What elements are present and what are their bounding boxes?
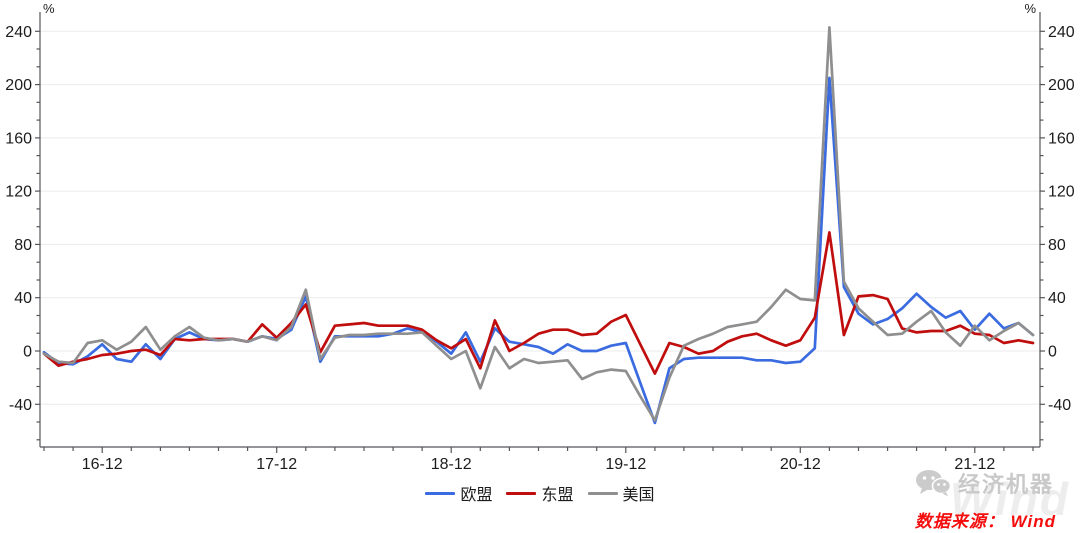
series-line-eu	[42, 76, 1035, 425]
x-axis-tick-label: 17-12	[256, 456, 297, 473]
us-line-swatch	[587, 491, 618, 495]
y-axis-tick-label-right: 80	[1048, 237, 1066, 254]
y-axis-tick-label-left: 240	[5, 24, 32, 41]
legend-item-asean: 东盟	[506, 481, 574, 505]
y-axis-tick-label-right: 40	[1048, 290, 1066, 307]
y-axis-tick-label-left: 0	[23, 344, 32, 361]
x-axis-tick-label: 18-12	[431, 456, 472, 473]
asean-line-swatch	[506, 491, 537, 495]
y-axis-tick-label-right: -40	[1048, 397, 1071, 414]
legend-item-us: 美国	[587, 481, 655, 505]
y-axis-tick-label-left: 120	[5, 184, 32, 201]
y-axis-tick-label-left: 40	[14, 290, 32, 307]
series-line-us	[42, 25, 1035, 422]
wechat-account-watermark: 经济机器	[915, 467, 1054, 499]
y-axis-tick-label-right: 160	[1048, 130, 1075, 147]
x-axis-tick-label: 19-12	[605, 456, 646, 473]
y-axis-tick-label-left: 200	[5, 77, 32, 94]
eu-line-swatch	[425, 491, 456, 495]
wind-background-watermark: Wind	[950, 473, 1070, 525]
line-chart: -40 -40 0 0 40 40 80 80 120 120 160 160 200 200 240 240…	[5, 1, 1075, 473]
y-axis-tick-label-right: 240	[1048, 24, 1075, 41]
y-axis-unit-label: %	[43, 1, 55, 16]
y-axis-tick-label-left: -40	[9, 397, 32, 414]
y-axis-unit-label: %	[1024, 1, 1036, 16]
legend-item-eu: 欧盟	[425, 481, 492, 505]
account-name-text: 经济机器	[957, 472, 1054, 497]
x-axis-tick-label: 16-12	[82, 456, 123, 473]
data-source-label: 数据来源： Wind	[914, 512, 1056, 531]
wechat-icon	[915, 470, 951, 497]
legend-label-asean: 东盟	[541, 487, 574, 504]
y-axis-tick-label-right: 200	[1048, 77, 1075, 94]
y-axis-tick-label-right: 0	[1048, 344, 1057, 361]
legend-label-eu: 欧盟	[460, 487, 493, 504]
y-axis-tick-label-right: 120	[1048, 184, 1075, 201]
series-line-asean	[42, 231, 1035, 375]
y-axis-tick-label-left: 80	[14, 237, 32, 254]
x-axis-tick-label: 21-12	[954, 456, 995, 473]
x-axis-tick-label: 20-12	[780, 456, 821, 473]
chart-legend: 欧盟 东盟 美国	[0, 481, 1080, 505]
legend-label-us: 美国	[622, 487, 655, 504]
y-axis-tick-label-left: 160	[5, 130, 32, 147]
